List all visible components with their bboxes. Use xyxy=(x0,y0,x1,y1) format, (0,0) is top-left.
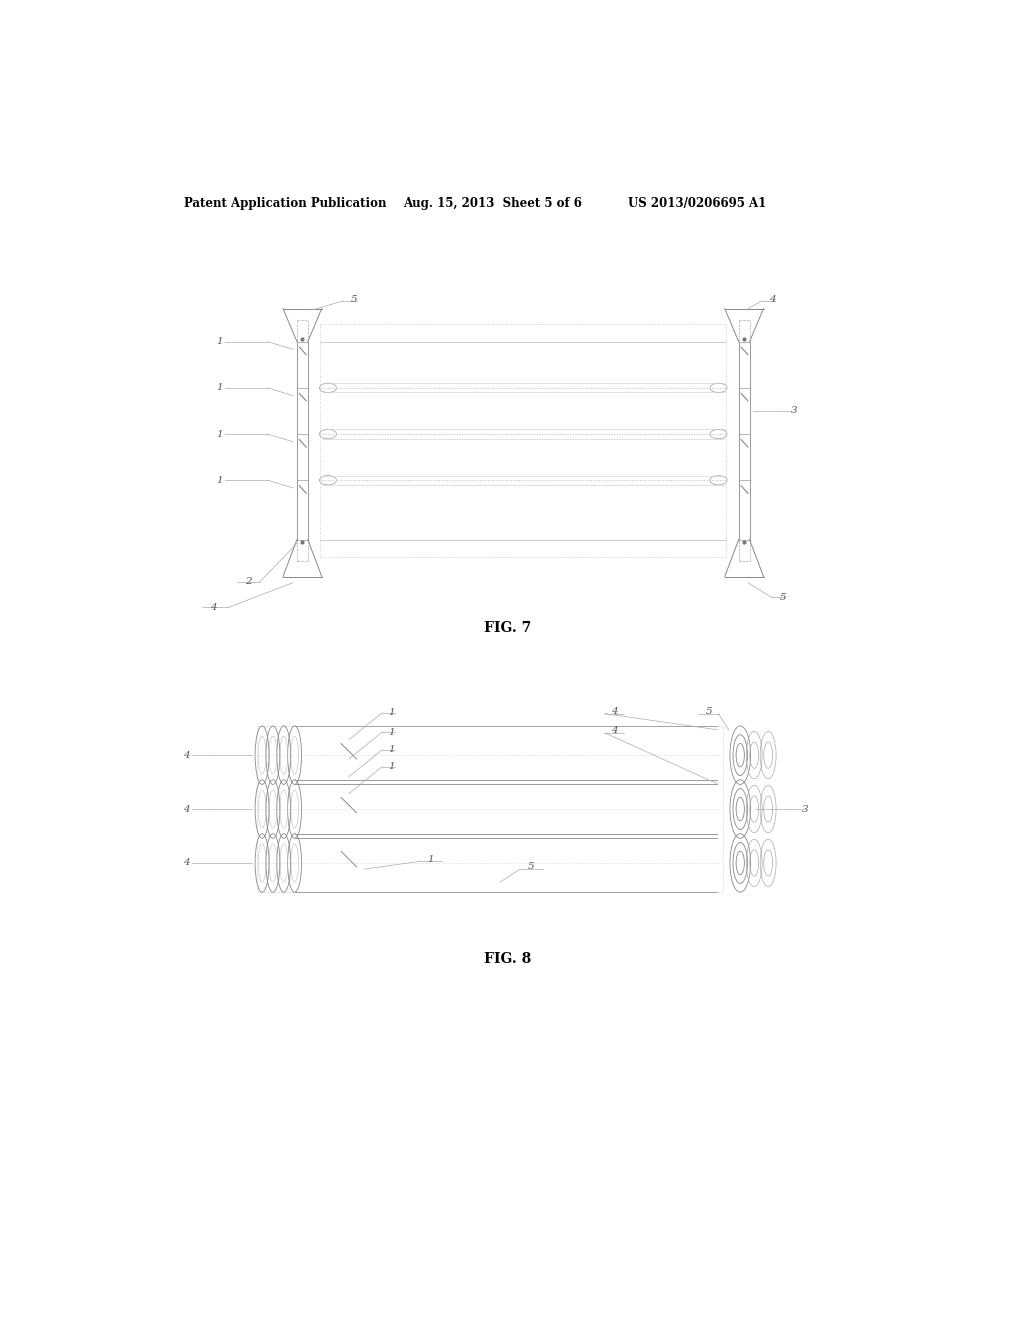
Text: 4: 4 xyxy=(183,805,190,813)
Text: FIG. 7: FIG. 7 xyxy=(484,622,531,635)
Text: 1: 1 xyxy=(388,746,395,754)
Text: Aug. 15, 2013  Sheet 5 of 6: Aug. 15, 2013 Sheet 5 of 6 xyxy=(403,197,582,210)
Text: 1: 1 xyxy=(427,854,433,863)
Text: 2: 2 xyxy=(245,577,252,586)
Text: FIG. 8: FIG. 8 xyxy=(484,952,531,966)
Text: 5: 5 xyxy=(779,593,786,602)
Text: 3: 3 xyxy=(802,805,809,813)
Text: 3: 3 xyxy=(791,407,798,416)
Text: 1: 1 xyxy=(216,429,222,438)
Text: 5: 5 xyxy=(706,706,713,715)
Text: Patent Application Publication: Patent Application Publication xyxy=(183,197,386,210)
Text: 4: 4 xyxy=(183,751,190,759)
Text: 1: 1 xyxy=(216,383,222,392)
Text: 1: 1 xyxy=(388,709,395,717)
Text: 4: 4 xyxy=(183,858,190,867)
Text: 5: 5 xyxy=(527,862,535,871)
Text: 4: 4 xyxy=(611,726,618,735)
Text: 4: 4 xyxy=(611,706,618,715)
Text: 5: 5 xyxy=(351,294,357,304)
Text: 1: 1 xyxy=(216,475,222,484)
Text: 1: 1 xyxy=(388,762,395,771)
Text: 1: 1 xyxy=(388,727,395,737)
Text: 4: 4 xyxy=(769,294,776,304)
Text: 1: 1 xyxy=(216,337,222,346)
Text: 4: 4 xyxy=(210,603,216,611)
Text: US 2013/0206695 A1: US 2013/0206695 A1 xyxy=(628,197,766,210)
